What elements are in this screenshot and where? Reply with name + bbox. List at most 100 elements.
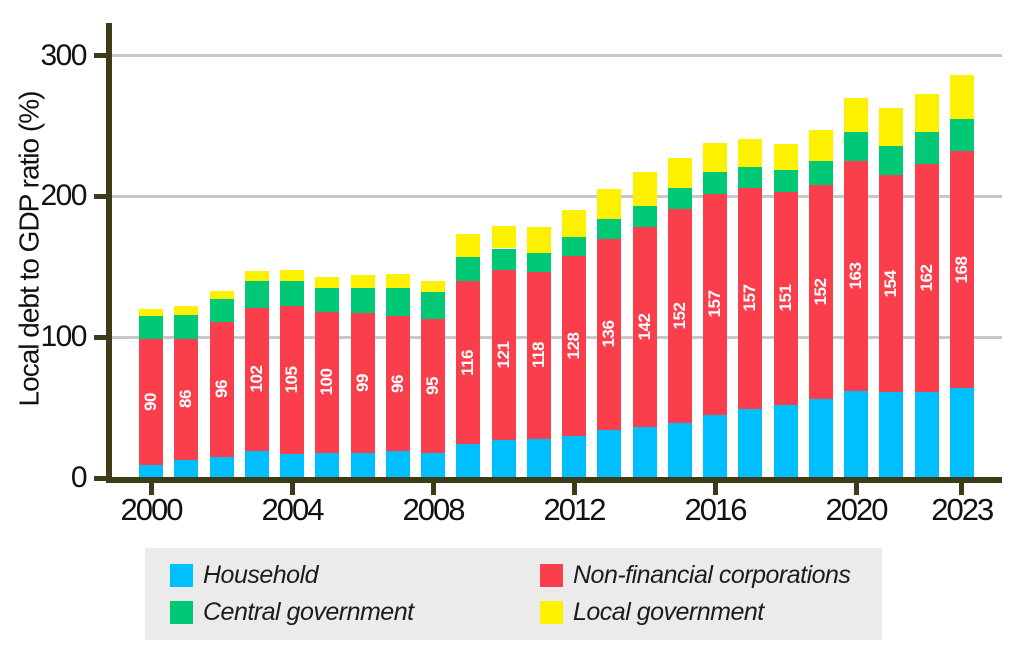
bar-segment-non_financial_corporations: 96 xyxy=(209,321,234,457)
gridline-200 xyxy=(106,194,1002,198)
bar-segment-local_government xyxy=(667,158,692,188)
bar-value-label: 116 xyxy=(458,349,478,376)
bar-2016: 157 xyxy=(703,142,727,478)
bar-segment-central_government xyxy=(385,287,410,317)
legend-swatch-central_government xyxy=(170,601,193,624)
bar-segment-non_financial_corporations: 142 xyxy=(632,227,657,428)
bar-segment-non_financial_corporations: 152 xyxy=(808,185,833,400)
bar-segment-central_government xyxy=(844,131,868,162)
bar-segment-non_financial_corporations: 116 xyxy=(456,280,481,445)
legend-item-non_financial_corporations: Non-financial corporations xyxy=(540,563,882,588)
bar-segment-local_government xyxy=(773,144,798,170)
bar-segment-household xyxy=(879,392,904,478)
bar-segment-local_government xyxy=(738,138,763,167)
legend-swatch-non_financial_corporations xyxy=(540,564,563,587)
bar-segment-non_financial_corporations: 163 xyxy=(844,161,868,391)
bar-segment-household xyxy=(139,465,163,478)
bar-2014: 142 xyxy=(632,172,657,478)
x-tick-label-2023: 2023 xyxy=(931,492,994,527)
bar-segment-central_government xyxy=(738,166,763,188)
bar-segment-local_government xyxy=(597,189,622,219)
x-tick-label-2016: 2016 xyxy=(684,492,748,527)
bar-segment-non_financial_corporations: 100 xyxy=(315,311,340,453)
bar-2021: 154 xyxy=(879,107,904,478)
bar-segment-household xyxy=(667,423,692,478)
bar-2013: 136 xyxy=(597,189,622,478)
bar-segment-household xyxy=(350,452,375,478)
x-tick-label-2012: 2012 xyxy=(543,492,607,527)
bar-segment-household xyxy=(526,438,551,478)
bar-segment-non_financial_corporations: 90 xyxy=(139,338,163,466)
bar-segment-local_government xyxy=(315,276,340,288)
bar-segment-non_financial_corporations: 118 xyxy=(526,272,551,439)
x-tick-2004 xyxy=(289,483,295,495)
bar-segment-non_financial_corporations: 151 xyxy=(773,192,798,405)
bar-value-label: 154 xyxy=(881,270,901,298)
bar-segment-household xyxy=(738,409,763,478)
legend-item-local_government: Local government xyxy=(540,600,882,625)
x-tick-2020 xyxy=(853,483,859,495)
bar-segment-non_financial_corporations: 157 xyxy=(703,193,727,415)
x-tick-label-2000: 2000 xyxy=(120,492,184,527)
x-tick-2016 xyxy=(712,483,718,495)
bar-value-label: 163 xyxy=(846,262,865,290)
bar-2019: 152 xyxy=(808,130,833,478)
x-tick-2008 xyxy=(430,483,436,495)
bar-segment-non_financial_corporations: 121 xyxy=(491,269,516,440)
bar-segment-local_government xyxy=(526,227,551,253)
bar-segment-central_government xyxy=(174,314,199,339)
bar-segment-local_government xyxy=(174,306,199,315)
bar-segment-household xyxy=(280,454,304,478)
legend-label: Non-financial corporations xyxy=(573,561,851,589)
bar-segment-local_government xyxy=(491,225,516,249)
bar-segment-local_government xyxy=(632,172,657,207)
bar-segment-non_financial_corporations: 154 xyxy=(879,175,904,393)
bar-value-label: 157 xyxy=(740,285,760,312)
bar-segment-central_government xyxy=(703,172,727,194)
bar-value-label: 99 xyxy=(352,373,372,392)
y-tick-label-300: 300 xyxy=(40,38,87,72)
bar-segment-central_government xyxy=(597,218,622,239)
bar-segment-household xyxy=(491,439,516,478)
bar-value-label: 105 xyxy=(282,366,301,394)
bar-segment-central_government xyxy=(244,280,269,308)
bar-segment-household xyxy=(209,456,234,478)
bar-2009: 116 xyxy=(456,234,481,478)
bar-segment-non_financial_corporations: 152 xyxy=(667,209,692,424)
bar-segment-local_government xyxy=(421,280,445,293)
bar-segment-non_financial_corporations: 96 xyxy=(385,316,410,452)
x-tick-label-2004: 2004 xyxy=(261,492,325,527)
bar-2022: 162 xyxy=(914,93,939,478)
bar-segment-non_financial_corporations: 105 xyxy=(280,306,304,455)
bar-2015: 152 xyxy=(667,158,692,478)
legend-label: Household xyxy=(203,561,319,589)
bar-segment-household xyxy=(562,435,586,478)
y-axis-spine xyxy=(106,23,112,483)
bar-segment-household xyxy=(315,452,340,478)
bar-value-label: 95 xyxy=(423,376,442,395)
bar-segment-household xyxy=(914,392,939,478)
bar-segment-household xyxy=(949,387,974,478)
y-tick-300 xyxy=(94,53,106,59)
bar-2003: 102 xyxy=(244,271,269,478)
x-axis-spine xyxy=(106,477,1002,483)
bar-segment-local_government xyxy=(209,290,234,300)
bar-2017: 157 xyxy=(738,138,763,478)
bar-segment-central_government xyxy=(456,256,481,281)
bar-2000: 90 xyxy=(139,309,163,478)
bar-value-label: 86 xyxy=(176,390,196,409)
bar-value-label: 96 xyxy=(211,380,231,399)
bar-segment-non_financial_corporations: 162 xyxy=(914,164,939,393)
bar-segment-local_government xyxy=(385,273,410,288)
bar-2002: 96 xyxy=(209,290,234,478)
x-tick-2000 xyxy=(148,483,154,495)
bar-2008: 95 xyxy=(421,280,445,478)
bar-2006: 99 xyxy=(350,275,375,478)
bar-segment-local_government xyxy=(244,271,269,281)
x-tick-label-2020: 2020 xyxy=(825,492,889,527)
x-tick-label-2008: 2008 xyxy=(402,492,466,527)
bar-segment-central_government xyxy=(773,169,798,193)
legend-swatch-local_government xyxy=(540,601,563,624)
y-tick-label-0: 0 xyxy=(70,461,88,494)
